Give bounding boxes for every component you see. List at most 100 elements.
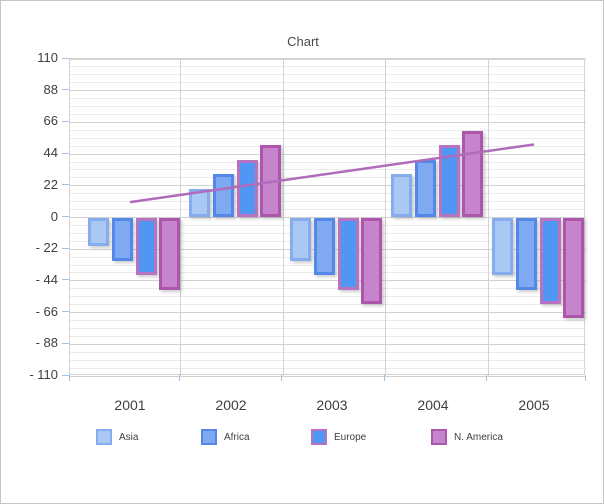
bar-europe-2001[interactable] xyxy=(135,217,157,276)
y-axis-label: - 22 xyxy=(35,240,58,256)
y-axis-label: 110 xyxy=(37,50,58,65)
y-axis-label: 88 xyxy=(43,81,58,97)
bar-europe-2003[interactable] xyxy=(337,217,359,290)
gridline-minor xyxy=(70,161,586,163)
gridline-minor xyxy=(70,288,586,290)
gridline-minor xyxy=(70,201,586,203)
y-axis-tick xyxy=(62,184,69,186)
legend-swatch-n-america[interactable] xyxy=(431,429,447,445)
gridline-major xyxy=(70,90,586,92)
x-axis-tick xyxy=(383,375,385,381)
bar-africa-2003[interactable] xyxy=(313,217,335,276)
gridline-minor xyxy=(70,193,586,195)
x-axis-label: 2002 xyxy=(215,397,247,413)
plot-area xyxy=(69,58,586,377)
y-axis-tick xyxy=(62,374,69,376)
gridline-minor xyxy=(70,82,586,84)
y-axis-tick xyxy=(62,311,69,313)
y-axis-tick xyxy=(62,120,69,122)
gridline-major xyxy=(70,312,586,314)
y-axis-label: 0 xyxy=(50,208,58,224)
bar-n-america-2005[interactable] xyxy=(563,217,585,319)
bar-asia-2001[interactable] xyxy=(88,217,109,247)
bar-asia-2004[interactable] xyxy=(391,174,412,218)
bar-africa-2004[interactable] xyxy=(414,159,436,218)
bar-asia-2002[interactable] xyxy=(189,188,210,218)
y-axis-tick xyxy=(62,89,69,91)
x-axis-tick xyxy=(584,375,586,381)
gridline-minor xyxy=(70,113,586,115)
legend-label: Europe xyxy=(334,432,367,443)
bar-n-america-2003[interactable] xyxy=(361,217,383,304)
y-axis-label: 66 xyxy=(43,113,58,129)
gridline-minor xyxy=(70,106,586,108)
x-axis-label: 2005 xyxy=(518,397,550,413)
bar-asia-2005[interactable] xyxy=(492,217,513,276)
gridline-minor xyxy=(70,296,586,298)
legend-label: Africa xyxy=(224,432,250,443)
gridline-vertical xyxy=(282,59,284,376)
x-axis-tick xyxy=(281,375,282,381)
gridline-major xyxy=(70,375,586,377)
y-axis-tick xyxy=(62,216,69,217)
gridline-minor xyxy=(70,137,586,139)
gridline-minor xyxy=(70,209,586,211)
gridline-minor xyxy=(70,367,586,369)
gridline-minor xyxy=(70,359,586,361)
gridline-minor xyxy=(70,66,586,68)
x-axis-tick xyxy=(68,375,70,381)
bar-africa-2001[interactable] xyxy=(111,217,133,261)
legend-label: N. America xyxy=(454,432,503,443)
gridline-major xyxy=(70,121,586,123)
gridline-minor xyxy=(70,335,586,337)
gridline-major xyxy=(70,153,586,155)
y-axis-tick xyxy=(62,152,69,154)
legend-label: Asia xyxy=(119,432,139,443)
gridline-minor xyxy=(70,177,586,179)
y-axis-tick xyxy=(62,57,69,59)
y-axis-label: - 44 xyxy=(35,271,58,287)
bar-europe-2004[interactable] xyxy=(438,145,460,218)
bar-asia-2003[interactable] xyxy=(290,217,311,261)
gridline-minor xyxy=(70,145,586,147)
gridline-minor xyxy=(70,74,586,76)
gridline-major xyxy=(70,280,586,282)
gridline-minor xyxy=(70,327,586,329)
gridline-vertical xyxy=(180,59,181,376)
x-axis-label: 2003 xyxy=(316,397,348,413)
gridline-major xyxy=(70,185,586,187)
y-axis-label: 22 xyxy=(43,176,58,192)
gridline-vertical xyxy=(385,59,386,376)
bar-europe-2005[interactable] xyxy=(539,217,561,304)
x-axis-label: 2004 xyxy=(417,397,449,413)
legend-swatch-africa[interactable] xyxy=(201,429,217,445)
gridline-minor xyxy=(70,129,586,131)
y-axis-label: - 88 xyxy=(35,335,58,351)
y-axis-label: 44 xyxy=(43,145,58,161)
y-axis-tick xyxy=(62,279,69,281)
y-axis-tick xyxy=(62,342,69,344)
trend-line[interactable] xyxy=(69,58,585,375)
y-axis-label: - 110 xyxy=(29,367,58,382)
gridline-minor xyxy=(70,98,586,100)
x-axis-label: 2001 xyxy=(114,397,146,413)
legend-swatch-europe[interactable] xyxy=(311,429,327,445)
bar-europe-2002[interactable] xyxy=(236,159,258,218)
y-axis-label: - 66 xyxy=(35,303,58,319)
x-axis-tick xyxy=(486,375,487,381)
bar-africa-2002[interactable] xyxy=(212,174,234,218)
bar-n-america-2001[interactable] xyxy=(159,217,181,290)
gridline-vertical xyxy=(487,59,489,376)
gridline-major xyxy=(70,343,586,345)
x-axis-tick xyxy=(178,375,180,381)
gridline-minor xyxy=(70,320,586,322)
bar-africa-2005[interactable] xyxy=(515,217,537,290)
gridline-major xyxy=(70,58,586,60)
chart-title: Chart xyxy=(287,34,319,49)
gridline-minor xyxy=(70,169,586,171)
gridline-minor xyxy=(70,304,586,306)
legend-swatch-asia[interactable] xyxy=(96,429,112,445)
y-axis-tick xyxy=(62,247,69,249)
gridline-minor xyxy=(70,351,586,353)
